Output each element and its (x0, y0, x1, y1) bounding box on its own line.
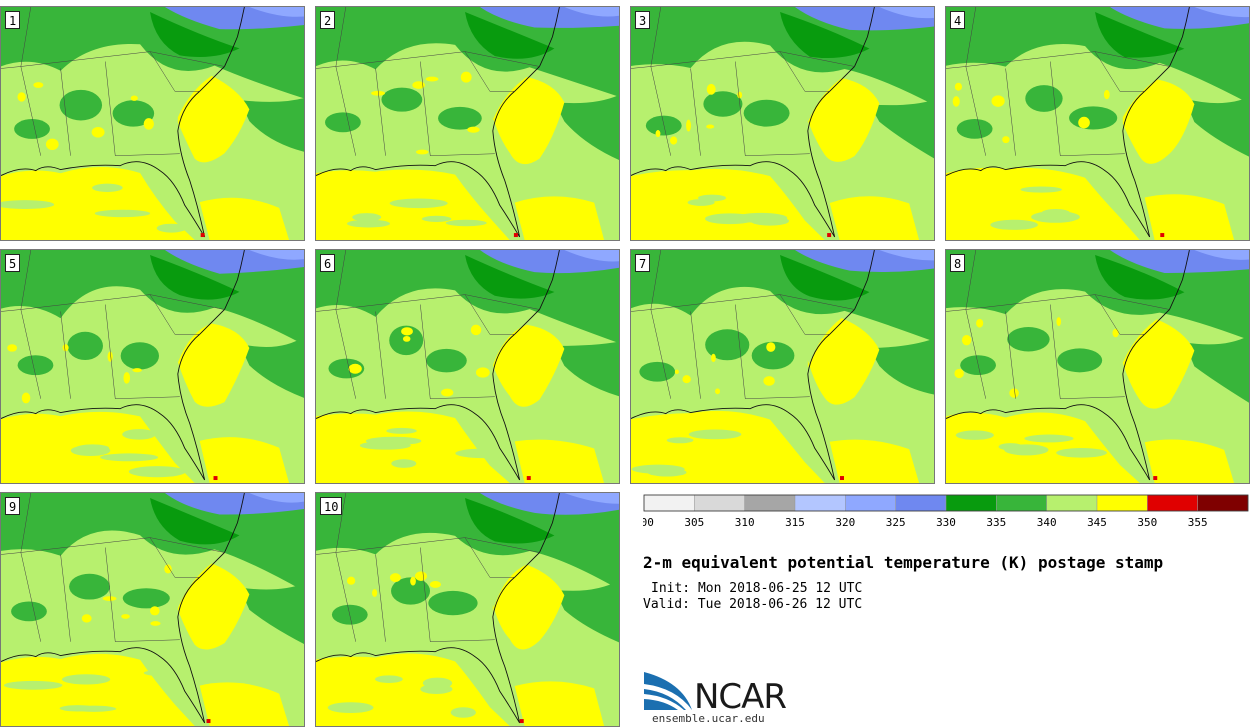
member-label: 9 (5, 497, 21, 515)
init-time: Init: Mon 2018-06-25 12 UTC (651, 581, 863, 596)
colorbar-tick-label: 310 (735, 516, 755, 529)
colorbar: 300 305 310 315 320 325 330 335 340 345 350 355 (643, 494, 1249, 529)
map-panel: 8 (945, 249, 1250, 484)
member-label: 4 (950, 11, 966, 29)
logo-text: NCAR (694, 677, 787, 717)
colorbar-tick-label: 320 (835, 516, 855, 529)
colorbar-segment (945, 494, 997, 512)
valid-time: Valid: Tue 2018-06-26 12 UTC (643, 597, 863, 612)
colorbar-segment (794, 494, 846, 512)
map-panel: 1 (0, 6, 305, 241)
map-panel: 7 (630, 249, 935, 484)
theta-e-map (316, 7, 619, 240)
colorbar-tick-label: 300 (643, 516, 654, 529)
colorbar-tick-label: 345 (1087, 516, 1107, 529)
theta-e-map (1, 493, 304, 726)
member-label: 7 (635, 254, 651, 272)
theta-e-map (316, 493, 619, 726)
member-label: 10 (320, 497, 343, 515)
theta-e-map (1, 250, 304, 483)
member-label: 3 (635, 11, 651, 29)
colorbar-segment (744, 494, 796, 512)
map-panel: 4 (945, 6, 1250, 241)
colorbar-tick-label: 305 (684, 516, 704, 529)
colorbar-segment (1046, 494, 1098, 512)
colorbar-tick-label: 340 (1037, 516, 1057, 529)
colorbar-segment (1147, 494, 1198, 512)
colorbar-segment (643, 494, 695, 512)
ncar-logo: NCAR ensemble.ucar.edu (642, 672, 792, 728)
member-label: 8 (950, 254, 966, 272)
colorbar-tick-label: 330 (936, 516, 956, 529)
member-label: 5 (5, 254, 21, 272)
theta-e-map (946, 250, 1249, 483)
member-label: 2 (320, 11, 336, 29)
ncar-swoosh-icon (644, 672, 692, 710)
colorbar-segment (895, 494, 947, 512)
member-label: 6 (320, 254, 336, 272)
colorbar-tick-label: 315 (785, 516, 805, 529)
map-panel: 6 (315, 249, 620, 484)
map-panel: 3 (630, 6, 935, 241)
colorbar-tick-label: 355 (1188, 516, 1208, 529)
logo-url: ensemble.ucar.edu (652, 712, 765, 725)
colorbar-segment (1197, 494, 1249, 512)
member-label: 1 (5, 11, 21, 29)
map-panel: 2 (315, 6, 620, 241)
theta-e-map (946, 7, 1249, 240)
map-panel: 5 (0, 249, 305, 484)
theta-e-map (631, 7, 934, 240)
theta-e-map (631, 250, 934, 483)
colorbar-segment (1096, 494, 1148, 512)
colorbar-segment (845, 494, 896, 512)
colorbar-tick-label: 335 (986, 516, 1006, 529)
map-panel: 9 (0, 492, 305, 727)
colorbar-tick-label: 325 (886, 516, 906, 529)
theta-e-map (1, 7, 304, 240)
map-panel: 10 (315, 492, 620, 727)
colorbar-segment (694, 494, 745, 512)
chart-title: 2-m equivalent potential temperature (K)… (643, 553, 1164, 572)
colorbar-segment (996, 494, 1047, 512)
theta-e-map (316, 250, 619, 483)
colorbar-tick-label: 350 (1137, 516, 1157, 529)
